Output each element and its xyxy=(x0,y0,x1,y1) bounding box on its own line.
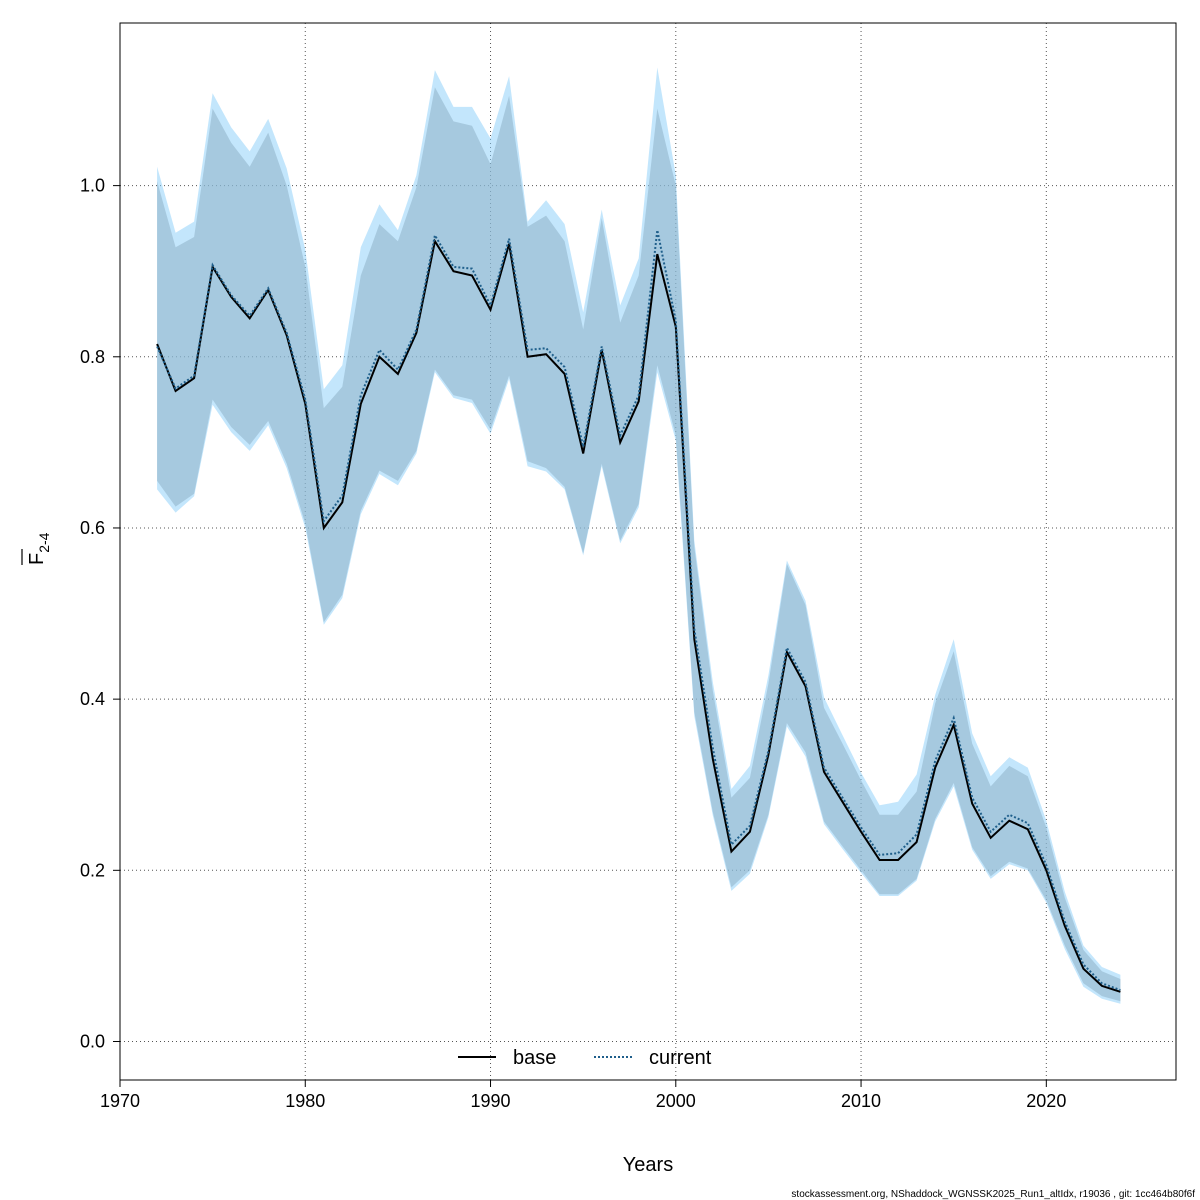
y-tick-label: 0.6 xyxy=(80,518,105,538)
x-tick-label: 2020 xyxy=(1026,1091,1066,1111)
x-tick-label: 1990 xyxy=(471,1091,511,1111)
y-tick-label: 0.0 xyxy=(80,1031,105,1051)
series-lines xyxy=(156,229,1121,993)
legend-label-current: current xyxy=(649,1047,712,1069)
y-tick-label: 0.2 xyxy=(80,860,105,880)
y-tick-label: 1.0 xyxy=(80,176,105,196)
y-tick-label: 0.4 xyxy=(80,689,105,709)
y-axis-title-main: F xyxy=(26,553,48,565)
x-tick-label: 1980 xyxy=(285,1091,325,1111)
svg-text:F2-4: F2-4 xyxy=(26,532,52,565)
x-tick-label: 2000 xyxy=(656,1091,696,1111)
x-tick-label: 1970 xyxy=(100,1091,140,1111)
y-axis-title-subscript: 2-4 xyxy=(36,532,52,552)
x-tick-label: 2010 xyxy=(841,1091,881,1111)
series-line-current xyxy=(156,229,1121,992)
band-current xyxy=(157,67,1121,1004)
y-axis-title: F2-4 xyxy=(21,532,52,565)
band-base xyxy=(157,87,1121,1002)
footer-credit: stockassessment.org, NShaddock_WGNSSK202… xyxy=(791,1189,1195,1200)
confidence-bands xyxy=(157,67,1121,1004)
legend-label-base: base xyxy=(513,1047,556,1069)
x-axis-title: Years xyxy=(623,1154,673,1176)
axes: 1970 1980 1990 2000 2010 2020 0.0 0.2 0.4 0.6 0.8 1… xyxy=(80,176,1066,1111)
y-tick-label: 0.8 xyxy=(80,347,105,367)
legend: base current xyxy=(458,1047,712,1069)
